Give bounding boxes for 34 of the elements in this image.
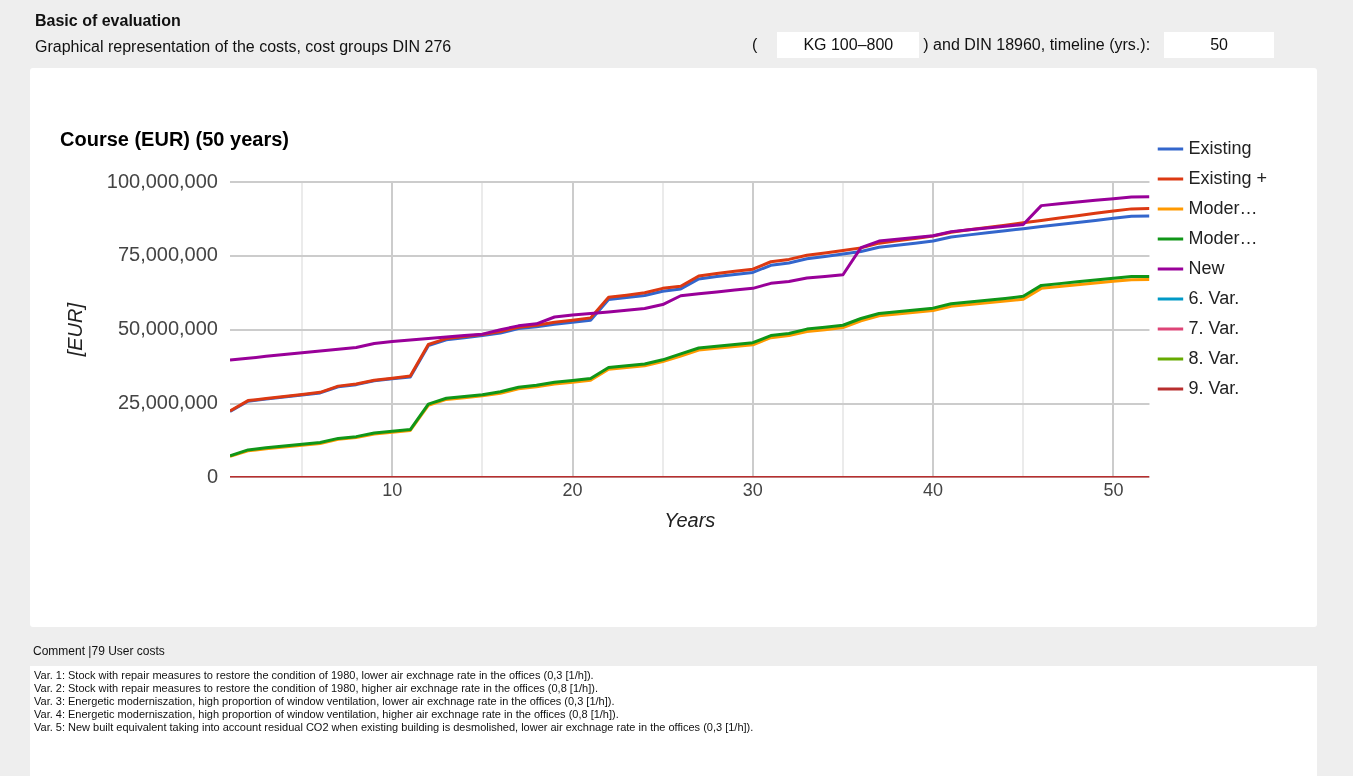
text: ) and DIN 18960, timeline (yrs.): [923,36,1151,54]
input-field: 50 [1164,32,1275,58]
y-axis-title: [EUR] [63,302,86,358]
text: ( [752,36,758,54]
legend-label: 8. Var. [1188,347,1240,368]
text: Var. 1: Stock with repair measures to restore the condition of 1980, lower air exchnage rate in the offices (0,3 [1/h]). [34,669,595,682]
text: Basic of evaluation [35,12,181,30]
legend-label: 6. Var. [1188,287,1240,308]
x-tick-label: 10 [382,480,403,501]
y-tick-label: 0 [206,464,218,487]
text: Var. 4: Energetic moderniszation, high proportion of window ventilation, higher air exchnage rate in the offices (0,8 [1/h]). [34,708,620,721]
legend-label: 9. Var. [1188,377,1240,398]
text: Var. 3: Energetic moderniszation, high proportion of window ventilation, lower air exchnage rate in the offices (0,3 [1/h]). [34,695,616,708]
text: Var. 2: Stock with repair measures to restore the condition of 1980, higher air exchnage rate in the offices (0,8 [1/h]). [34,682,599,695]
text: Comment |79 User costs [33,644,165,658]
y-tick-label: 100,000,000 [106,169,218,192]
legend-label: 7. Var. [1188,317,1240,338]
y-tick-label: 50,000,000 [117,317,218,340]
legend-label: Moder… [1188,227,1258,248]
text: Graphical representation of the costs, cost groups DIN 276 [35,38,452,56]
legend-label: Existing + [1188,167,1268,188]
legend-label: New [1188,257,1226,278]
text: Var. 5: New built equivalent taking into account residual CO2 when existing building is desmolished, lower air exchnage rate in the offices (0,3 [1/h]). [34,721,755,734]
y-tick-label: 25,000,000 [117,391,218,414]
x-tick-label: 40 [923,480,944,501]
x-tick-label: 20 [562,480,583,501]
input-field: KG 100–800 [777,32,920,58]
x-tick-label: 30 [742,480,763,501]
x-axis-title: Years [664,508,716,531]
x-tick-label: 50 [1103,480,1124,501]
legend-label: Moder… [1188,197,1258,218]
y-tick-label: 75,000,000 [117,243,218,266]
legend-label: Existing [1188,137,1252,158]
chart-title: Course (EUR) (50 years) [60,127,289,150]
